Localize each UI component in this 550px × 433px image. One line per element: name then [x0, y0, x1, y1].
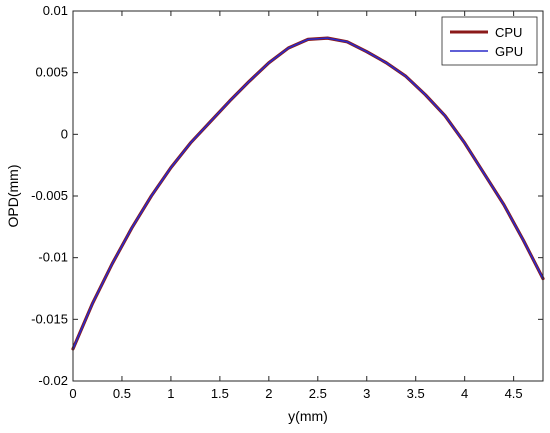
y-tick-label: -0.015 — [31, 311, 68, 326]
series-line-gpu — [72, 37, 544, 350]
legend-label-cpu: CPU — [495, 25, 522, 40]
y-tick-label: 0 — [61, 126, 68, 141]
x-tick-labels: 0 0.5 1 1.5 2 2.5 3 3.5 4 4.5 — [69, 386, 522, 401]
x-tick-label: 4 — [461, 386, 468, 401]
x-axis-label: y(mm) — [288, 408, 328, 424]
x-tick-label: 4.5 — [505, 386, 523, 401]
y-axis-label: OPD(mm) — [5, 165, 21, 228]
y-tick-labels: 0.01 0.005 0 -0.005 -0.01 -0.015 -0.02 — [31, 3, 68, 388]
legend: CPU GPU — [441, 16, 538, 66]
y-tick-label: -0.01 — [38, 250, 68, 265]
x-tick-label: 3 — [363, 386, 370, 401]
y-tick-label: -0.005 — [31, 188, 68, 203]
x-tick-label: 1.5 — [211, 386, 229, 401]
series-layer — [71, 36, 545, 351]
x-tick-label: 2.5 — [309, 386, 327, 401]
x-tick-label: 0.5 — [113, 386, 131, 401]
legend-box — [441, 16, 538, 66]
plot-area — [73, 11, 543, 381]
y-tick-label: -0.02 — [38, 373, 68, 388]
legend-label-gpu: GPU — [495, 44, 523, 59]
x-tick-label: 0 — [69, 386, 76, 401]
plot-frame — [72, 10, 544, 382]
x-tick-label: 1 — [167, 386, 174, 401]
y-tick-label: 0.005 — [35, 65, 68, 80]
x-tick-label: 3.5 — [407, 386, 425, 401]
x-tick-label: 2 — [265, 386, 272, 401]
y-tick-label: 0.01 — [43, 3, 68, 18]
